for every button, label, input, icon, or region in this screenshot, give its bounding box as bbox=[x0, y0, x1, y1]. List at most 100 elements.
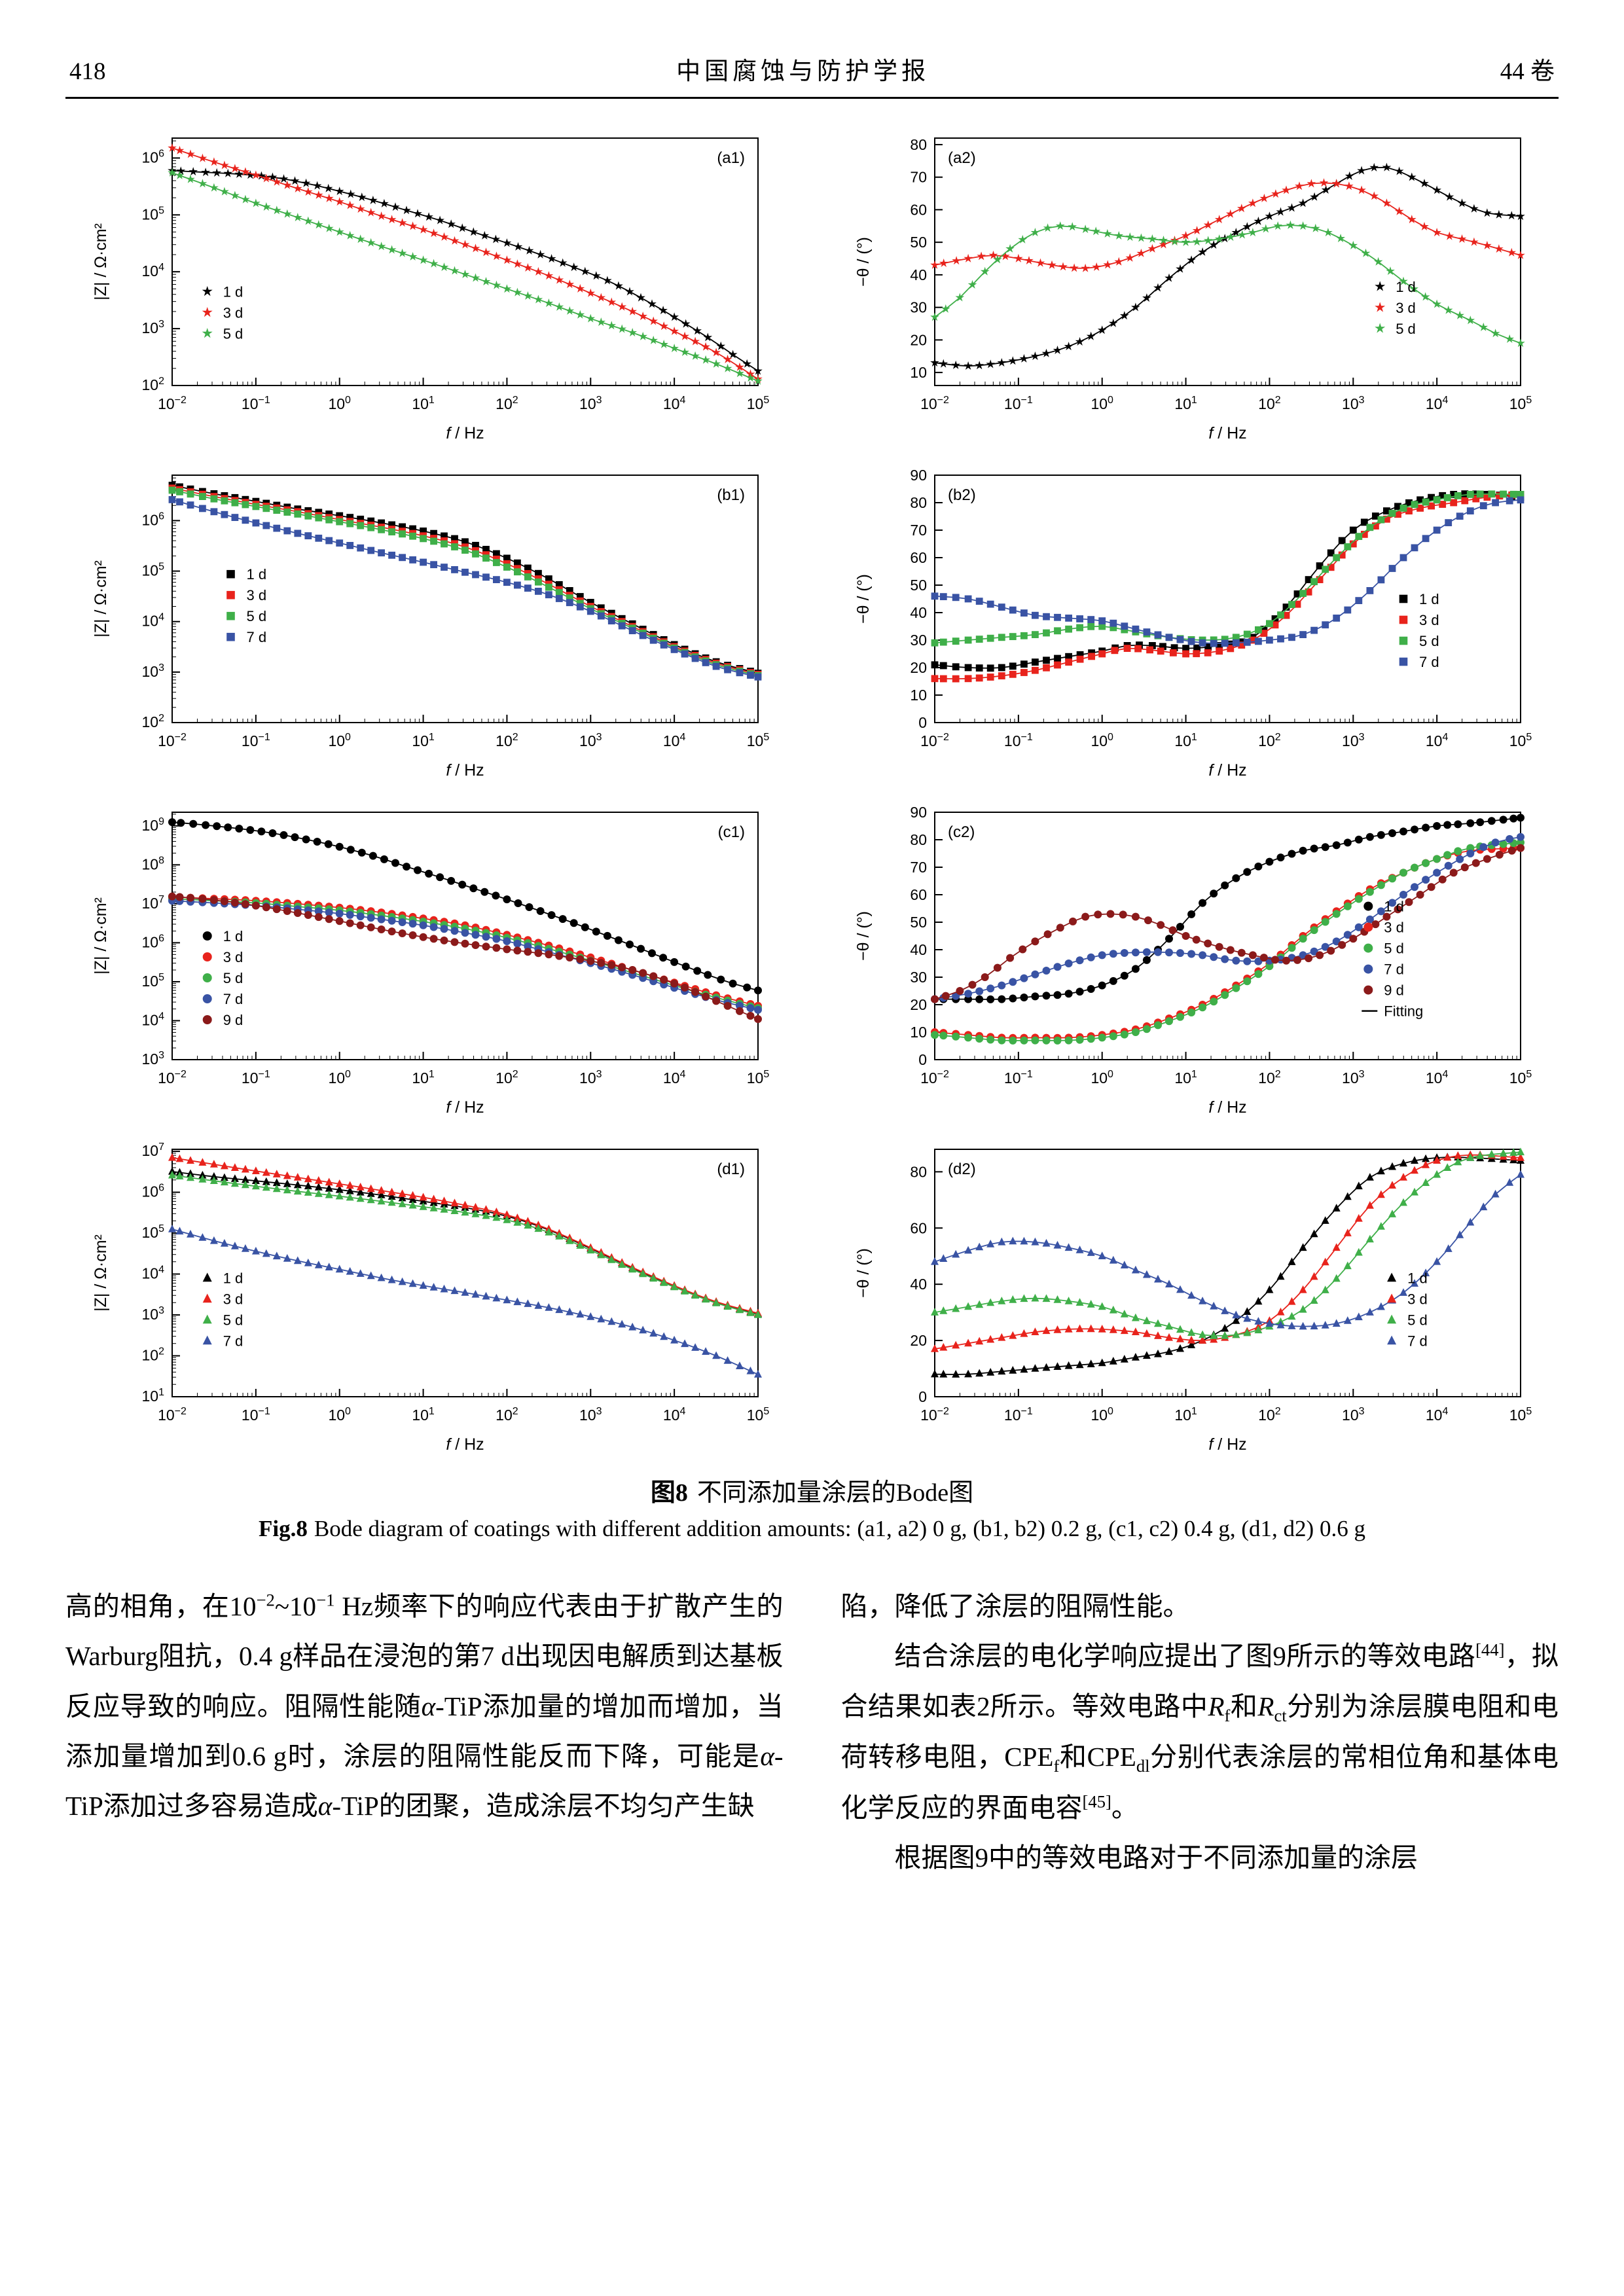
svg-text:f / Hz: f / Hz bbox=[446, 761, 484, 780]
svg-text:1 d: 1 d bbox=[223, 928, 244, 944]
svg-text:5 d: 5 d bbox=[1419, 633, 1439, 649]
svg-text:0: 0 bbox=[918, 714, 927, 731]
svg-text:10: 10 bbox=[910, 1024, 927, 1041]
svg-text:101: 101 bbox=[1174, 1406, 1197, 1424]
svg-text:10−2: 10−2 bbox=[920, 1069, 949, 1086]
text-column-left: 高的相角，在10−2~10−1 Hz频率下的响应代表由于扩散产生的Warburg… bbox=[65, 1581, 784, 1883]
svg-text:1 d: 1 d bbox=[247, 566, 267, 583]
svg-text:40: 40 bbox=[910, 266, 927, 283]
svg-text:7 d: 7 d bbox=[1384, 961, 1404, 978]
figure-8-charts: 10−2 10−1 100 101 102 103 104 105 102 103 104 105 10… bbox=[65, 117, 1559, 1459]
svg-text:9 d: 9 d bbox=[1384, 982, 1404, 999]
svg-text:50: 50 bbox=[910, 577, 927, 594]
svg-text:90: 90 bbox=[910, 467, 927, 484]
svg-text:|Z| / Ω·cm²: |Z| / Ω·cm² bbox=[92, 1234, 110, 1312]
svg-text:103: 103 bbox=[1342, 732, 1365, 749]
chart-c2-phase: 10−2 10−1 100 101 102 103 104 105 0 10 20 30 40 50 60 7… bbox=[846, 791, 1540, 1122]
svg-text:−θ / (°): −θ / (°) bbox=[854, 911, 873, 961]
svg-text:20: 20 bbox=[910, 1332, 927, 1349]
svg-text:−θ / (°): −θ / (°) bbox=[854, 1248, 873, 1298]
svg-text:|Z| / Ω·cm²: |Z| / Ω·cm² bbox=[92, 560, 110, 637]
svg-text:105: 105 bbox=[142, 562, 165, 579]
svg-text:10−1: 10−1 bbox=[1004, 732, 1033, 749]
svg-text:30: 30 bbox=[910, 632, 927, 649]
svg-text:3 d: 3 d bbox=[223, 1291, 244, 1308]
svg-text:10: 10 bbox=[910, 687, 927, 704]
body-text: 高的相角，在10−2~10−1 Hz频率下的响应代表由于扩散产生的Warburg… bbox=[65, 1581, 1559, 1883]
paragraph: 根据图9中的等效电路对于不同添加量的涂层 bbox=[894, 1842, 1418, 1873]
svg-text:103: 103 bbox=[142, 319, 165, 336]
figure-caption-en-label: Fig.8 bbox=[259, 1516, 308, 1541]
svg-text:101: 101 bbox=[412, 395, 435, 412]
volume-label: 44 卷 bbox=[1500, 58, 1555, 85]
figure-caption-cn: 图8 不同添加量涂层的Bode图 bbox=[65, 1472, 1559, 1508]
svg-text:100: 100 bbox=[1091, 732, 1113, 749]
svg-text:103: 103 bbox=[142, 662, 165, 680]
svg-text:101: 101 bbox=[412, 1406, 435, 1424]
svg-text:101: 101 bbox=[412, 1069, 435, 1086]
svg-text:101: 101 bbox=[412, 732, 435, 749]
svg-text:10−1: 10−1 bbox=[242, 1069, 270, 1086]
svg-text:100: 100 bbox=[328, 1069, 351, 1086]
paragraph: 陷，降低了涂层的阻隔性能。 bbox=[840, 1591, 1190, 1621]
svg-text:5 d: 5 d bbox=[1384, 941, 1404, 957]
journal-title: 中国腐蚀与防护学报 bbox=[676, 58, 930, 85]
svg-text:106: 106 bbox=[142, 148, 165, 166]
chart-a2-phase: 10−2 10−1 100 101 102 103 104 105 10 20 30 40 50 60 70… bbox=[846, 117, 1540, 448]
svg-text:105: 105 bbox=[1509, 1406, 1532, 1424]
svg-text:102: 102 bbox=[142, 1346, 165, 1364]
svg-text:(a1): (a1) bbox=[717, 149, 745, 167]
page-number: 418 bbox=[69, 58, 106, 85]
svg-text:|Z| / Ω·cm²: |Z| / Ω·cm² bbox=[92, 897, 110, 975]
svg-text:103: 103 bbox=[579, 1406, 602, 1424]
svg-text:100: 100 bbox=[328, 732, 351, 749]
svg-text:103: 103 bbox=[579, 395, 602, 412]
svg-text:105: 105 bbox=[747, 1406, 770, 1424]
svg-text:−θ / (°): −θ / (°) bbox=[854, 237, 873, 287]
svg-text:104: 104 bbox=[1426, 1069, 1449, 1086]
svg-text:f / Hz: f / Hz bbox=[1208, 424, 1246, 442]
svg-text:40: 40 bbox=[910, 604, 927, 621]
svg-text:3 d: 3 d bbox=[1396, 300, 1416, 316]
svg-text:109: 109 bbox=[142, 816, 165, 834]
svg-text:(d2): (d2) bbox=[948, 1160, 976, 1178]
svg-text:50: 50 bbox=[910, 914, 927, 931]
figure-caption-cn-text: 不同添加量涂层的Bode图 bbox=[696, 1479, 974, 1507]
svg-text:5 d: 5 d bbox=[1407, 1312, 1428, 1329]
svg-text:20: 20 bbox=[910, 996, 927, 1013]
svg-text:107: 107 bbox=[142, 894, 165, 912]
svg-text:10−1: 10−1 bbox=[1004, 395, 1033, 412]
svg-text:10−1: 10−1 bbox=[242, 732, 270, 749]
svg-text:3 d: 3 d bbox=[1407, 1291, 1428, 1308]
svg-text:60: 60 bbox=[910, 201, 927, 218]
svg-text:10−2: 10−2 bbox=[920, 732, 949, 749]
svg-text:102: 102 bbox=[1258, 732, 1281, 749]
svg-text:10−1: 10−1 bbox=[1004, 1069, 1033, 1086]
svg-text:104: 104 bbox=[1426, 732, 1449, 749]
svg-text:5 d: 5 d bbox=[247, 608, 267, 624]
svg-text:106: 106 bbox=[142, 933, 165, 950]
svg-text:1 d: 1 d bbox=[1384, 899, 1404, 915]
svg-text:102: 102 bbox=[496, 1406, 518, 1424]
svg-text:f / Hz: f / Hz bbox=[446, 1435, 484, 1454]
chart-b2-phase: 10−2 10−1 100 101 102 103 104 105 0 10 20 30 40 50 60 7… bbox=[846, 454, 1540, 785]
svg-text:100: 100 bbox=[1091, 1069, 1113, 1086]
svg-text:10−2: 10−2 bbox=[158, 732, 187, 749]
chart-a1-impedance: 10−2 10−1 100 101 102 103 104 105 102 103 104 105 10… bbox=[84, 117, 778, 448]
svg-text:5 d: 5 d bbox=[223, 325, 244, 342]
svg-text:0: 0 bbox=[918, 1388, 927, 1405]
paragraph: 高的相角，在10−2~10−1 Hz频率下的响应代表由于扩散产生的Warburg… bbox=[65, 1590, 784, 1821]
svg-text:10−1: 10−1 bbox=[1004, 1406, 1033, 1424]
svg-text:10: 10 bbox=[910, 364, 927, 381]
svg-text:60: 60 bbox=[910, 886, 927, 903]
svg-text:70: 70 bbox=[910, 859, 927, 876]
svg-text:103: 103 bbox=[579, 1069, 602, 1086]
svg-text:103: 103 bbox=[142, 1305, 165, 1323]
chart-d2-phase: 10−2 10−1 100 101 102 103 104 105 0 20 40 60 80 f / H… bbox=[846, 1128, 1540, 1459]
svg-text:1 d: 1 d bbox=[223, 1270, 244, 1287]
svg-text:102: 102 bbox=[1258, 1406, 1281, 1424]
svg-text:1 d: 1 d bbox=[1396, 279, 1416, 295]
svg-text:0: 0 bbox=[918, 1051, 927, 1068]
svg-text:10−1: 10−1 bbox=[242, 1406, 270, 1424]
svg-text:103: 103 bbox=[1342, 1406, 1365, 1424]
